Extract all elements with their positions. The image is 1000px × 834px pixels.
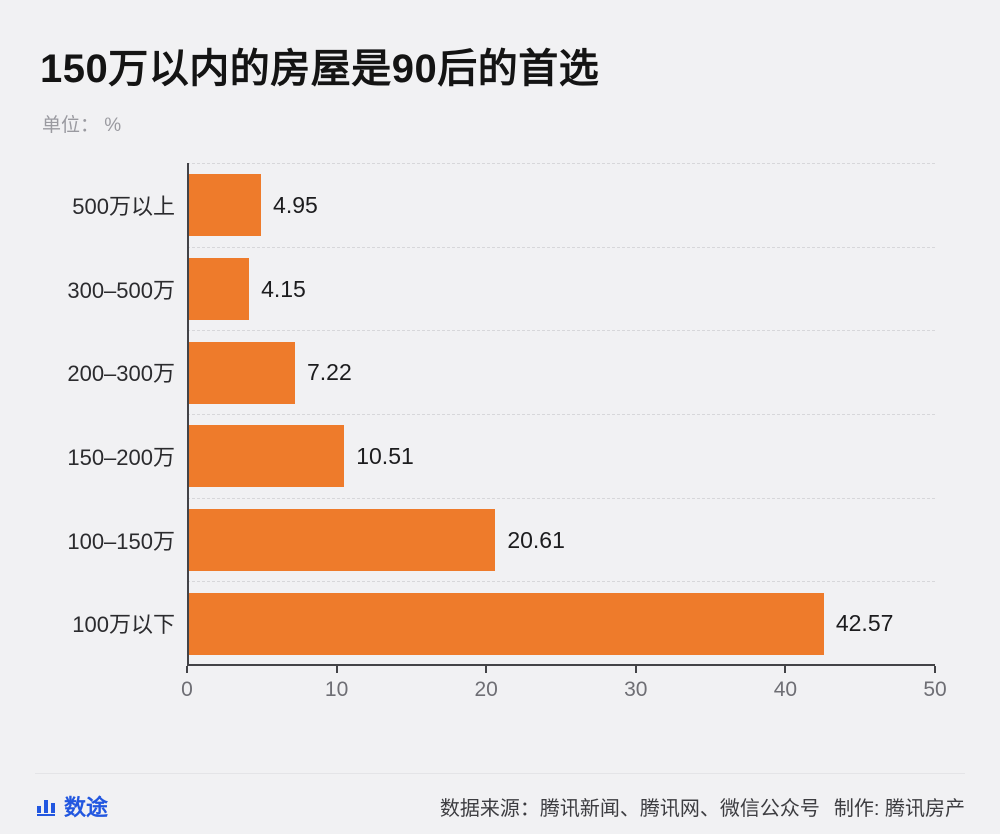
bar [187, 174, 262, 237]
chart-row: 200–300万 7.22 [40, 330, 935, 414]
x-tick [335, 666, 338, 673]
plot-area: 20.61 [187, 497, 935, 582]
logo-text: 数途 [64, 795, 109, 820]
bar-value-label: 4.15 [261, 275, 306, 302]
x-tick [634, 666, 637, 673]
chart-row: 100万以下 42.57 [40, 581, 935, 665]
plot-area: 4.95 [187, 163, 935, 247]
category-label: 100–150万 [67, 528, 175, 554]
chart-row: 500万以上 4.95 [40, 163, 935, 247]
x-tick-label: 40 [773, 678, 798, 701]
chart-row: 100–150万 20.61 [40, 497, 935, 582]
category-label: 150–200万 [67, 444, 175, 470]
bar-value-label: 20.61 [507, 526, 565, 553]
x-tick [485, 666, 488, 673]
y-axis-line [187, 163, 189, 665]
x-tick [186, 666, 188, 673]
plot-area: 4.15 [187, 246, 935, 331]
category-label: 200–300万 [67, 361, 175, 387]
logo: 数途 [35, 790, 108, 822]
bar-value-label: 42.57 [835, 610, 894, 637]
x-tick-label: 10 [324, 678, 349, 701]
x-tick-label: 30 [624, 678, 648, 701]
x-tick [784, 666, 787, 673]
bar [187, 509, 496, 572]
chart-title: 150万以内的房屋是90后的首选 [40, 47, 600, 91]
x-tick-label: 20 [474, 678, 498, 701]
category-label: 300–500万 [67, 277, 175, 303]
source-label: 数据来源：腾讯新闻、腾讯网、微信公众号 [439, 797, 820, 820]
x-tick-label: 50 [923, 678, 947, 701]
plot-area: 42.57 [187, 581, 935, 665]
bar-value-label: 10.51 [356, 442, 414, 469]
bar [187, 592, 824, 655]
plot-area: 7.22 [187, 330, 935, 414]
x-tick [934, 666, 936, 673]
chart-row: 150–200万 10.51 [40, 414, 935, 498]
maker-label: 制作: 腾讯房产 [833, 797, 965, 820]
category-label: 500万以上 [72, 193, 175, 219]
chart-row: 300–500万 4.15 [40, 246, 935, 331]
bar [187, 341, 295, 404]
category-label: 100万以下 [72, 612, 175, 638]
bar-chart: 500万以上 4.95 300–500万 4.15 200–300万 7.22 … [40, 163, 935, 665]
footer: 数途 数据来源：腾讯新闻、腾讯网、微信公众号 制作: 腾讯房产 [35, 773, 965, 822]
bar-chart-icon [35, 795, 57, 817]
x-axis-line: 0 10 20 30 40 50 [181, 664, 947, 701]
data-source-text: 数据来源：腾讯新闻、腾讯网、微信公众号 制作: 腾讯房产 [440, 792, 965, 821]
plot-area: 10.51 [187, 414, 935, 498]
bar [187, 258, 250, 320]
x-tick-label: 0 [181, 678, 193, 701]
chart-unit-label: 单位： % [42, 115, 122, 136]
bar-value-label: 7.22 [307, 359, 352, 386]
bar-value-label: 4.95 [273, 191, 318, 218]
bar [187, 425, 345, 488]
